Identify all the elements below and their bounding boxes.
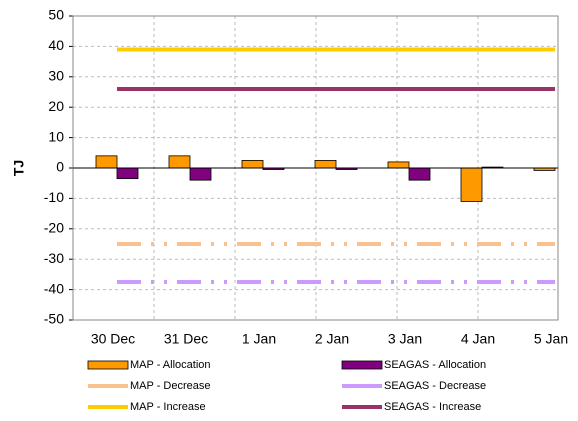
bar xyxy=(387,161,410,169)
x-tick-label: 1 Jan xyxy=(242,331,276,347)
bar xyxy=(460,167,483,202)
y-tick-label: 30 xyxy=(48,68,64,84)
y-tick-label: 20 xyxy=(48,98,64,114)
bar xyxy=(408,167,431,181)
y-tick-label: 0 xyxy=(56,159,64,175)
bar xyxy=(168,155,191,169)
y-tick-label: 40 xyxy=(48,37,64,53)
y-tick-label: 50 xyxy=(48,7,64,23)
legend-swatch xyxy=(87,360,129,370)
legend-label: MAP - Allocation xyxy=(130,359,211,371)
y-tick-label: -20 xyxy=(44,220,64,236)
legend-label: SEAGAS - Increase xyxy=(384,401,481,413)
legend-swatch xyxy=(341,360,383,370)
x-tick-label: 2 Jan xyxy=(315,331,349,347)
x-tick-label: 5 Jan xyxy=(534,331,568,347)
legend-label: MAP - Decrease xyxy=(130,380,211,392)
x-tick-label: 4 Jan xyxy=(461,331,495,347)
legend-label: SEAGAS - Decrease xyxy=(384,380,486,392)
bar xyxy=(314,159,337,169)
bar xyxy=(189,167,212,181)
bar xyxy=(241,159,264,169)
y-tick-label: -10 xyxy=(44,189,64,205)
x-tick-label: 3 Jan xyxy=(388,331,422,347)
y-tick-label: -30 xyxy=(44,250,64,266)
x-tick-label: 31 Dec xyxy=(164,331,208,347)
y-tick-label: -40 xyxy=(44,280,64,296)
x-tick-label: 30 Dec xyxy=(91,331,135,347)
y-tick-label: -50 xyxy=(44,311,64,327)
y-tick-label: 10 xyxy=(48,128,64,144)
bar xyxy=(95,155,118,169)
bar xyxy=(116,167,139,180)
legend-label: SEAGAS - Allocation xyxy=(384,359,486,371)
y-axis-label: TJ xyxy=(11,160,27,176)
legend-label: MAP - Increase xyxy=(130,401,206,413)
